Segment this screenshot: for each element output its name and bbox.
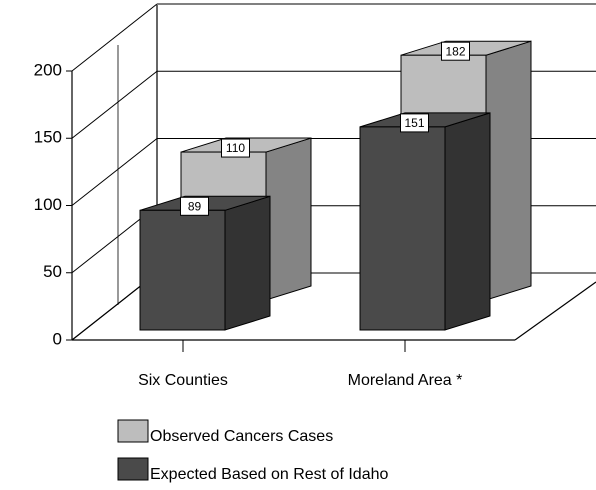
legend-label: Observed Cancers Cases: [150, 428, 333, 445]
y-tick-label: 50: [43, 262, 62, 281]
y-tick-label: 0: [53, 329, 62, 348]
grid-line: [71, 3, 158, 72]
grid-line: [71, 70, 158, 139]
x-tick-label: Six Counties: [138, 372, 228, 389]
legend-swatch: [117, 457, 149, 481]
y-tick-label: 200: [34, 60, 62, 79]
bar: [139, 209, 226, 331]
x-tick-label: Moreland Area *: [348, 372, 463, 389]
y-tick-label: 150: [34, 128, 62, 147]
value-label: 151: [404, 116, 424, 130]
value-label: 110: [226, 141, 245, 155]
bar-side-shade: [266, 138, 311, 300]
value-label: 182: [445, 44, 465, 58]
value-label: 89: [188, 199, 202, 213]
value-label-box: [221, 138, 250, 158]
legend-swatch: [117, 419, 149, 443]
value-label-box: [441, 41, 470, 61]
value-label-box: [400, 113, 429, 133]
legend-label: Expected Based on Rest of Idaho: [150, 466, 388, 483]
value-label-box: [180, 196, 209, 216]
bar-side-shade: [225, 196, 270, 330]
bar-side-shade: [486, 41, 531, 301]
bar: [359, 126, 446, 331]
floor-right: [514, 281, 596, 341]
grid-line: [71, 138, 158, 206]
bar-side-shade: [445, 112, 490, 330]
y-tick-label: 100: [34, 195, 62, 214]
